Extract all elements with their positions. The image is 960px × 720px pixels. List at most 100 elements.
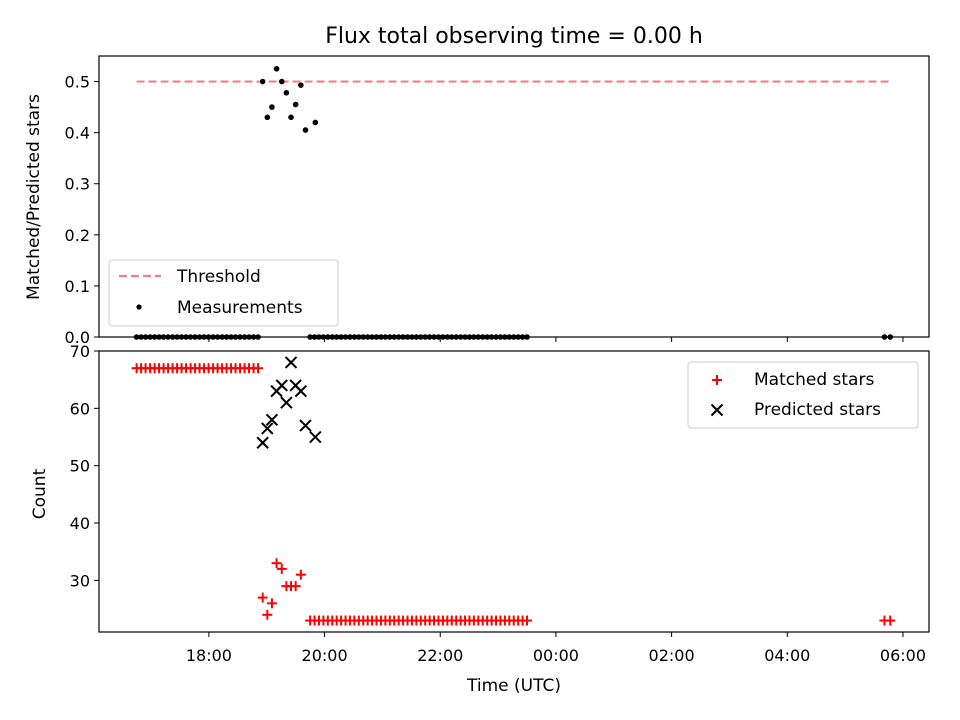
matched-star-point	[276, 563, 287, 574]
measurement-point-zero	[497, 334, 504, 340]
predicted-star-point	[256, 436, 269, 449]
measurement-point-zero	[241, 334, 248, 340]
counts-panel: Count 30 40 50 60 70 18:00 20:00 22:00 00:00 02:…	[30, 342, 930, 665]
legend-measurements-swatch	[136, 304, 142, 310]
measurement-point-zero	[373, 334, 380, 340]
measurement-point-zero	[488, 334, 495, 340]
counts-plot-frame	[98, 350, 930, 633]
ratio-marks	[133, 65, 894, 340]
ratio-y-ticks: 0.0 0.1 0.2 0.3 0.4 0.5	[65, 73, 99, 347]
matched-star-point	[253, 363, 264, 374]
counts-x-ticks: 18:00 20:00 22:00 00:00 02:00 04:00 06:00	[186, 632, 926, 665]
measurement-point-zero	[493, 334, 499, 340]
y-tick-label: 0.3	[65, 175, 90, 194]
measurement-point-zero	[391, 334, 398, 340]
y-tick-label: 0.1	[65, 277, 90, 296]
legend-predicted-swatch	[710, 403, 724, 417]
measurement-point-zero	[413, 334, 420, 340]
measurement-point-zero	[369, 334, 375, 340]
predicted-star-point	[265, 413, 279, 427]
measurement-point-zero	[426, 334, 433, 340]
legend-predicted-marker	[710, 403, 724, 417]
ratio-legend: Threshold Measurements	[108, 259, 339, 327]
measurement-point-zero	[444, 334, 451, 340]
matched-star-point	[257, 592, 268, 603]
measurement-point-zero	[192, 334, 198, 340]
predicted-star-point-b	[280, 396, 293, 409]
measurement-point-zero	[431, 334, 437, 340]
measurement-point-zero	[515, 334, 521, 340]
predicted-star-point-b	[299, 419, 312, 432]
x-tick-label: 18:00	[186, 646, 232, 665]
measurement-point-zero	[169, 334, 176, 340]
measurement-point	[288, 114, 294, 121]
measurement-point	[269, 104, 275, 110]
measurement-point-zero	[417, 334, 424, 340]
measurement-point-zero	[333, 334, 340, 340]
measurement-point	[278, 78, 285, 85]
legend-predicted-label: Predicted stars	[754, 400, 881, 420]
measurement-point	[292, 101, 299, 108]
measurement-point-zero	[395, 334, 402, 340]
measurement-point-zero	[138, 334, 144, 340]
x-tick-label: 20:00	[302, 646, 348, 665]
measurement-point-zero	[462, 334, 468, 340]
measurement-point	[312, 119, 319, 126]
measurement-point-zero	[506, 334, 513, 340]
measurement-point-zero	[201, 334, 207, 340]
measurement-point-zero	[400, 334, 406, 340]
measurement-point-zero	[351, 334, 358, 340]
predicted-star-point-b	[265, 413, 279, 427]
measurement-point-zero	[386, 334, 393, 340]
x-tick-label: 06:00	[880, 646, 926, 665]
measurement-point-zero	[174, 334, 180, 340]
measurement-point-zero	[364, 334, 371, 340]
measurement-point-zero	[435, 334, 442, 340]
measurement-point-zero	[250, 334, 257, 340]
counts-legend-box	[687, 361, 919, 429]
measurement-point-zero	[453, 334, 459, 340]
measurement-point	[283, 89, 290, 96]
predicted-star-point	[309, 430, 322, 444]
measurement-point-zero	[329, 334, 336, 340]
measurement-point-zero	[311, 334, 318, 340]
measurement-point	[259, 78, 266, 85]
predicted-star-point-b	[261, 422, 274, 435]
legend-matched-label: Matched stars	[754, 370, 874, 390]
measurement-point-zero	[147, 334, 153, 340]
y-tick-label: 0.5	[65, 73, 90, 92]
measurement-point-zero	[466, 334, 473, 340]
legend-measurements-label: Measurements	[177, 298, 303, 318]
measurement-point	[298, 82, 304, 88]
chart-title: Flux total observing time = 0.00 h	[325, 24, 703, 49]
measurement-point-zero	[479, 334, 486, 340]
measurement-point-zero	[440, 334, 446, 340]
measurement-point-zero	[356, 334, 362, 340]
matched-star-point	[266, 598, 277, 609]
measurement-point-zero	[502, 334, 508, 340]
measurement-point-zero	[219, 334, 225, 340]
measurement-point-zero	[378, 334, 384, 340]
measurement-point-zero	[360, 334, 367, 340]
matched-star-point	[885, 615, 896, 626]
measurement-point-zero	[524, 334, 530, 340]
counts-legend: Matched stars Predicted stars	[687, 361, 919, 429]
x-axis-label: Time (UTC)	[466, 676, 561, 696]
measurement-point-zero	[160, 334, 167, 340]
measurement-point-zero	[404, 334, 411, 340]
matched-star-point	[295, 569, 306, 580]
measurement-point-zero	[457, 334, 464, 340]
counts-marks	[131, 356, 896, 626]
measurement-point	[264, 114, 271, 121]
measurement-point-zero	[151, 334, 158, 340]
measurement-point-zero	[237, 334, 243, 340]
y-tick-label: 0.0	[65, 328, 90, 347]
counts-y-axis-label: Count	[30, 468, 50, 519]
y-tick-label: 0.2	[65, 226, 90, 245]
measurement-point-zero	[347, 334, 353, 340]
ratio-panel: Matched/Predicted stars 0.00.10.20.30.40…	[24, 55, 930, 347]
measurement-point-zero	[246, 334, 252, 340]
predicted-star-point	[261, 422, 274, 435]
measurement-point	[302, 127, 309, 133]
